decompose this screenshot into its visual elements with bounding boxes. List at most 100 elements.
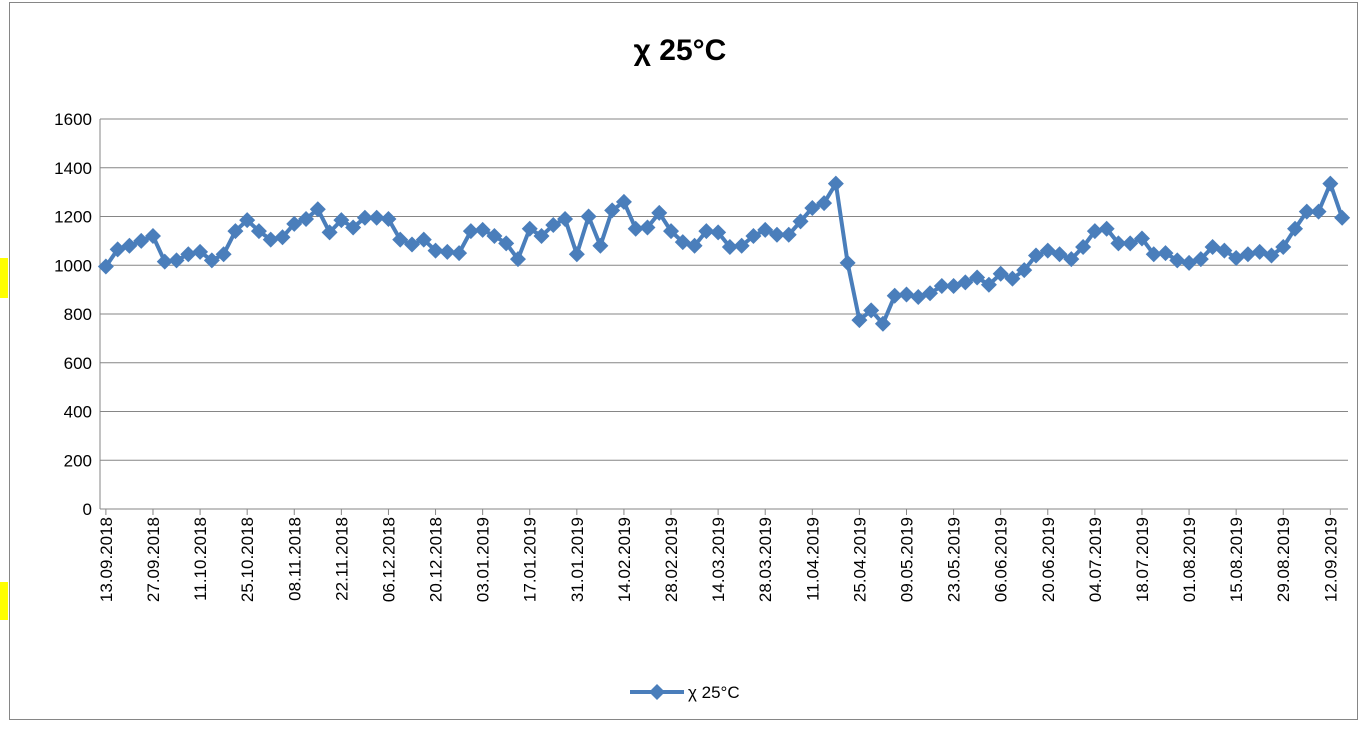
x-tick-label: 28.02.2019 xyxy=(662,517,681,602)
point-marker xyxy=(639,219,656,236)
x-tick-label: 20.06.2019 xyxy=(1039,517,1058,602)
point-marker xyxy=(97,258,114,275)
point-marker xyxy=(757,221,774,238)
point-marker xyxy=(933,277,950,294)
point-marker xyxy=(309,201,326,218)
x-tick-label: 28.03.2019 xyxy=(756,517,775,602)
point-marker xyxy=(721,238,738,255)
point-marker xyxy=(1228,249,1245,266)
point-marker xyxy=(168,252,185,269)
point-marker xyxy=(580,208,597,225)
x-tick-label: 22.11.2018 xyxy=(332,517,351,601)
point-marker xyxy=(816,195,833,212)
x-tick-label: 14.02.2019 xyxy=(615,517,634,602)
point-marker xyxy=(133,232,150,249)
point-marker xyxy=(1133,230,1150,247)
x-tick-label: 23.05.2019 xyxy=(945,517,964,602)
point-marker xyxy=(121,237,138,254)
point-marker xyxy=(333,212,350,229)
point-marker xyxy=(368,209,385,226)
point-marker xyxy=(415,231,432,248)
x-tick-label: 12.09.2019 xyxy=(1321,517,1340,602)
y-tick-label: 1200 xyxy=(54,208,92,227)
x-tick-label: 11.04.2019 xyxy=(803,517,822,601)
point-marker xyxy=(1122,235,1139,252)
point-marker xyxy=(1263,247,1280,264)
point-marker xyxy=(992,265,1009,282)
point-marker xyxy=(1216,242,1233,259)
point-marker xyxy=(1310,203,1327,220)
point-marker xyxy=(710,224,727,241)
point-marker xyxy=(1334,209,1351,226)
x-tick-label: 20.12.2018 xyxy=(427,517,446,602)
point-marker xyxy=(957,274,974,291)
point-marker xyxy=(557,210,574,227)
point-marker xyxy=(1239,246,1256,263)
point-marker xyxy=(980,276,997,293)
x-tick-label: 15.08.2019 xyxy=(1227,517,1246,602)
point-marker xyxy=(615,193,632,210)
point-marker xyxy=(1086,223,1103,240)
point-marker xyxy=(250,223,267,240)
legend-label: χ 25°C xyxy=(688,683,740,702)
legend-marker xyxy=(649,684,665,700)
highlight xyxy=(0,582,8,620)
point-marker xyxy=(521,220,538,237)
point-marker xyxy=(851,312,868,329)
point-marker xyxy=(156,253,173,270)
y-tick-label: 600 xyxy=(64,354,92,373)
x-tick-label: 08.11.2018 xyxy=(285,517,304,601)
x-tick-label: 25.04.2019 xyxy=(850,517,869,602)
point-marker xyxy=(945,277,962,294)
point-marker xyxy=(474,221,491,238)
x-tick-label: 11.10.2018 xyxy=(191,517,210,601)
point-marker xyxy=(545,217,562,234)
point-marker xyxy=(768,226,785,243)
point-marker xyxy=(1322,175,1339,192)
point-marker xyxy=(486,228,503,244)
point-marker xyxy=(1192,251,1209,268)
chart-title: χ 25°C xyxy=(634,34,727,67)
point-marker xyxy=(1145,246,1162,263)
point-marker xyxy=(144,228,161,244)
point-marker xyxy=(180,246,197,263)
point-marker xyxy=(686,237,703,254)
point-marker xyxy=(698,223,715,240)
point-marker xyxy=(663,223,680,240)
point-marker xyxy=(898,286,915,303)
point-marker xyxy=(922,285,939,302)
point-marker xyxy=(451,245,468,262)
point-marker xyxy=(839,254,856,271)
point-marker xyxy=(780,226,797,243)
x-tick-label: 06.06.2019 xyxy=(992,517,1011,602)
point-marker xyxy=(1016,262,1033,279)
x-tick-label: 09.05.2019 xyxy=(897,517,916,602)
point-marker xyxy=(568,246,585,263)
point-marker xyxy=(345,219,362,236)
point-marker xyxy=(239,212,256,229)
point-marker xyxy=(1287,220,1304,237)
point-marker xyxy=(969,269,986,286)
point-marker xyxy=(203,252,220,269)
x-tick-label: 17.01.2019 xyxy=(521,517,540,602)
point-marker xyxy=(1157,245,1174,262)
point-marker xyxy=(1028,247,1044,264)
point-marker xyxy=(109,241,126,258)
point-marker xyxy=(910,288,927,305)
x-tick-label: 03.01.2019 xyxy=(474,517,493,602)
point-marker xyxy=(1169,252,1186,269)
point-marker xyxy=(380,210,397,227)
x-tick-label: 31.01.2019 xyxy=(568,517,587,602)
point-marker xyxy=(1051,246,1068,263)
y-tick-label: 1600 xyxy=(54,110,92,129)
point-marker xyxy=(792,213,809,230)
point-marker xyxy=(863,302,880,319)
point-marker xyxy=(215,246,232,263)
chart-border xyxy=(9,2,1358,720)
point-marker xyxy=(733,237,750,254)
point-marker xyxy=(827,175,844,192)
series-line xyxy=(104,181,1345,326)
x-tick-label: 27.09.2018 xyxy=(144,517,163,602)
x-tick-label: 29.08.2019 xyxy=(1274,517,1293,602)
point-marker xyxy=(874,315,891,332)
